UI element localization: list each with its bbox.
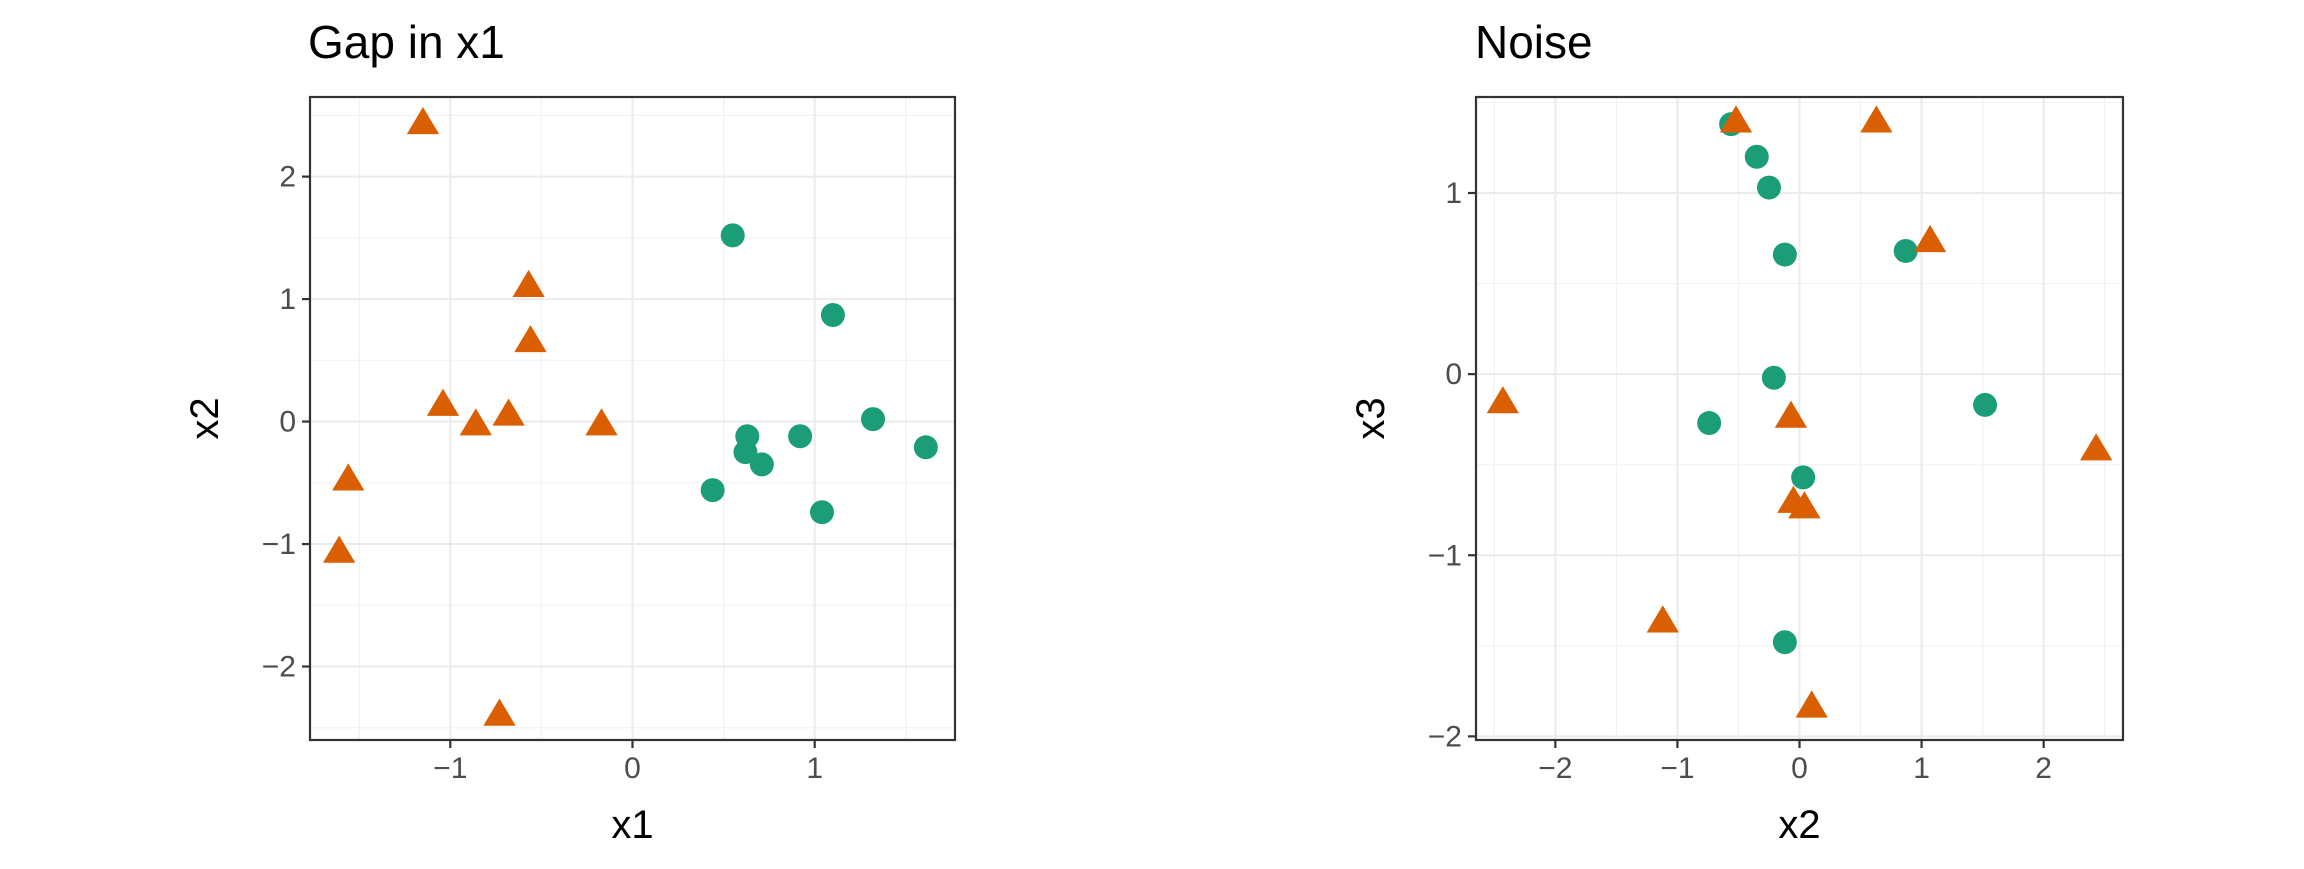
chart-title: Gap in x1 — [308, 16, 505, 68]
data-point-triangle — [483, 698, 516, 726]
x-tick-label: 2 — [2035, 752, 2052, 785]
data-point-circle — [1761, 365, 1786, 390]
data-point-circle — [720, 223, 745, 248]
data-point-triangle — [332, 463, 365, 491]
x-tick-label: −1 — [433, 752, 467, 785]
y-axis-label: x2 — [183, 397, 227, 439]
y-tick-label: −1 — [262, 528, 296, 561]
data-point-circle — [1697, 411, 1722, 436]
x-tick-label: 0 — [624, 752, 641, 785]
data-point-triangle — [1795, 690, 1828, 718]
data-point-triangle — [1486, 386, 1520, 414]
chart-title: Noise — [1475, 16, 1593, 68]
y-tick-label: 2 — [279, 161, 296, 194]
y-tick-label: −2 — [262, 651, 296, 684]
data-point-triangle — [2079, 433, 2113, 461]
y-tick-label: 1 — [279, 283, 296, 316]
data-point-triangle — [1913, 224, 1947, 253]
x-tick-label: −2 — [1538, 752, 1572, 785]
data-point-circle — [700, 478, 725, 503]
data-point-triangle — [514, 324, 547, 353]
data-point-triangle — [323, 535, 356, 563]
data-point-circle — [749, 452, 774, 477]
x-tick-label: 1 — [1913, 752, 1930, 785]
panel-gap-in-x1: Gap in x1 −1 0 1 −2 −1 0 1 2 x1 x2 — [183, 16, 957, 847]
data-point-circle — [1756, 175, 1781, 200]
data-point-circle — [1893, 238, 1918, 263]
data-point-circle — [820, 303, 845, 328]
data-point-circle — [788, 424, 813, 449]
x-tick-label: 1 — [806, 752, 823, 785]
panel-noise: Noise −2 −1 0 1 2 −2 −1 0 1 x2 x3 — [1349, 16, 2125, 847]
x-tick-label: 0 — [1791, 752, 1808, 785]
data-point-circle — [913, 435, 938, 460]
data-point-triangle — [1860, 105, 1893, 133]
y-tick-label: −2 — [1428, 720, 1462, 753]
x-tick-label: −1 — [1660, 752, 1694, 785]
x-axis-label: x1 — [611, 803, 653, 847]
y-tick-label: −1 — [1428, 539, 1462, 572]
data-point-circle — [1973, 392, 1998, 417]
data-point-circle — [1744, 144, 1769, 169]
data-point-circle — [1791, 465, 1816, 490]
y-tick-label: 1 — [1445, 177, 1462, 210]
data-point-triangle — [426, 388, 460, 416]
data-point-triangle — [1774, 400, 1808, 428]
data-point-triangle — [492, 398, 525, 426]
data-point-triangle — [459, 408, 492, 436]
y-axis-label: x3 — [1349, 397, 1393, 439]
data-point-circle — [733, 440, 758, 465]
data-point-triangle — [1719, 105, 1753, 133]
data-point-triangle — [1646, 605, 1679, 633]
data-point-triangle — [512, 269, 545, 298]
y-tick-label: 0 — [1445, 358, 1462, 391]
data-point-triangle — [406, 106, 440, 135]
y-tick-label: 0 — [279, 406, 296, 439]
x-axis-label: x2 — [1778, 803, 1820, 847]
data-point-triangle — [1788, 491, 1821, 519]
data-point-circle — [861, 407, 886, 432]
data-point-circle — [1772, 630, 1797, 655]
data-point-triangle — [585, 408, 618, 436]
data-point-circle — [1772, 242, 1797, 267]
data-point-circle — [809, 500, 834, 525]
